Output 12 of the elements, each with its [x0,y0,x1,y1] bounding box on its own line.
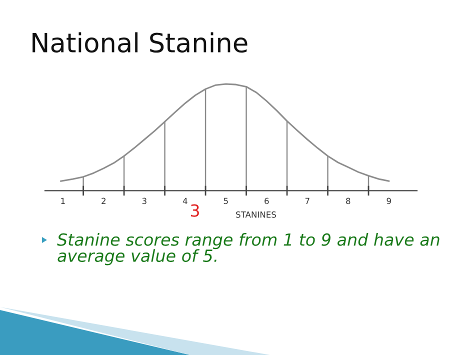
x-axis-title: STANINES [236,211,276,218]
x-tick-label: 1 [61,198,65,204]
x-tick-label: 2 [102,198,106,204]
x-tick-label: 4 [182,198,188,204]
x-tick-label: 7 [305,198,310,204]
x-tick-label: 6 [264,198,269,204]
x-tick-label: 5 [224,198,228,204]
x-tick-label: 3 [142,198,146,204]
text: Stanine scores range from 1 to 9 and have an average value of 5. [57,233,440,266]
chart-title: National Stanine [32,32,248,53]
x-tick-label: 8 [346,198,350,204]
x-tick-label: 9 [386,198,391,204]
